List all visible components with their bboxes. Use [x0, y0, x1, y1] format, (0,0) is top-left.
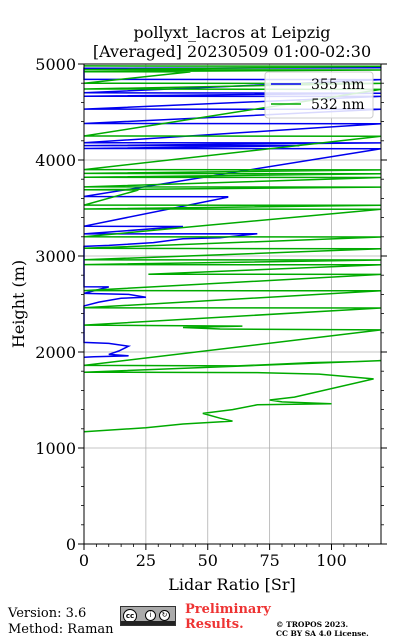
chart-title: pollyxt_lacros at Leipzig: [133, 23, 330, 42]
x-tick-label: 0: [79, 551, 89, 570]
cc-badge-strip: [121, 621, 175, 625]
sharealike-icon: ↻: [159, 610, 170, 621]
version-text: Version: 3.6: [8, 606, 87, 621]
series-lines: [83, 65, 382, 433]
y-tick-label: 0: [66, 535, 76, 554]
legend-label-532: 532 nm: [311, 97, 364, 113]
chart-subtitle: [Averaged] 20230509 01:00-02:30: [93, 42, 371, 61]
preliminary-line1: Preliminary: [185, 602, 271, 617]
legend: 355 nm 532 nm: [264, 71, 374, 119]
x-tick-label: 25: [136, 551, 156, 570]
legend-label-355: 355 nm: [311, 77, 364, 93]
method-text: Method: Raman: [8, 622, 114, 637]
copyright-line1: © TROPOS 2023.: [276, 620, 349, 629]
x-tick-label: 75: [259, 551, 279, 570]
y-tick-label: 2000: [35, 343, 76, 362]
by-attribution-icon: i: [145, 610, 156, 621]
copyright-notice: © TROPOS 2023. CC BY SA 4.0 License.: [276, 620, 369, 638]
x-tick-label: 50: [198, 551, 218, 570]
y-axis-label: Height (m): [9, 260, 28, 348]
x-axis-label: Lidar Ratio [Sr]: [168, 575, 296, 594]
preliminary-line2: Results.: [185, 617, 244, 632]
cc-license-badge-icon: cc i ↻: [120, 606, 176, 626]
y-tick-label: 5000: [35, 55, 76, 74]
y-tick-label: 3000: [35, 247, 76, 266]
x-tick-label: 100: [316, 551, 347, 570]
version-info: Version: 3.6 Method: Raman: [8, 606, 114, 638]
copyright-line2: CC BY SA 4.0 License.: [276, 629, 369, 638]
preliminary-notice: Preliminary Results.: [185, 602, 271, 632]
y-tick-label: 1000: [35, 439, 76, 458]
y-tick-label: 4000: [35, 151, 76, 170]
